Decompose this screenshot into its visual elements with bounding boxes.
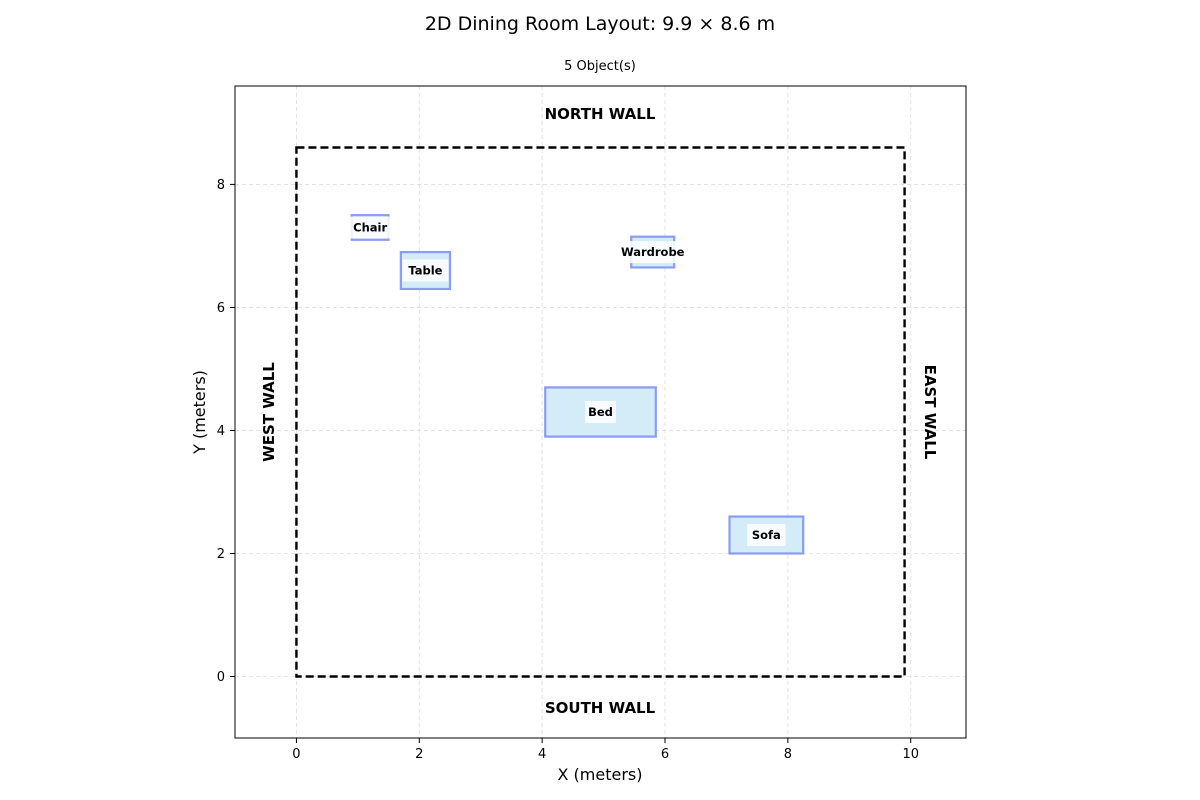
furniture-label: Wardrobe: [621, 245, 685, 259]
chart-subtitle: 5 Object(s): [564, 59, 636, 74]
furniture-label-box: [402, 259, 449, 282]
furniture-chair: Chair: [347, 214, 394, 241]
x-ticks: 0 2 4 6 8 10: [292, 738, 919, 762]
furniture-label-box: [618, 241, 688, 264]
furniture-label-box: [747, 524, 786, 547]
east-wall-label: EAST WALL: [921, 365, 939, 460]
west-wall-label: WEST WALL: [260, 362, 278, 462]
chart-title: 2D Dining Room Layout: 9.9 × 8.6 m: [425, 13, 775, 35]
plot-frame: [234, 85, 967, 739]
furniture-label-box: [585, 401, 616, 423]
y-tick-label: 0: [217, 670, 225, 685]
x-axis-label: X (meters): [558, 765, 643, 784]
furniture-sofa: Sofa: [728, 515, 805, 555]
y-tick-label: 6: [217, 301, 225, 316]
x-tick-label: 4: [538, 747, 546, 762]
south-wall-label: SOUTH WALL: [545, 699, 656, 717]
x-tick-label: 0: [292, 747, 300, 762]
x-tick-label: 2: [415, 747, 423, 762]
room-outline-layer: [295, 146, 906, 678]
furniture-bed: Bed: [544, 386, 657, 438]
y-tick-label: 2: [217, 547, 225, 562]
furniture-label: Sofa: [752, 528, 781, 542]
furniture-label: Bed: [588, 405, 613, 419]
furniture-label: Table: [408, 264, 442, 278]
y-ticks: 0 2 4 6 8: [217, 178, 235, 685]
room-outline: [295, 146, 906, 678]
objects-layer: Chair Table Wardrobe Bed Sofa: [347, 214, 805, 555]
y-tick-label: 8: [217, 178, 225, 193]
y-axis-label: Y (meters): [190, 370, 209, 455]
x-tick-label: 6: [661, 747, 669, 762]
furniture-label-box: [347, 216, 394, 239]
furniture-table: Table: [399, 250, 452, 291]
x-tick-label: 8: [784, 747, 792, 762]
x-tick-label: 10: [902, 747, 919, 762]
furniture-label: Chair: [353, 220, 387, 234]
furniture-wardrobe: Wardrobe: [618, 235, 688, 269]
y-tick-label: 4: [217, 424, 225, 439]
north-wall-label: NORTH WALL: [545, 105, 656, 123]
